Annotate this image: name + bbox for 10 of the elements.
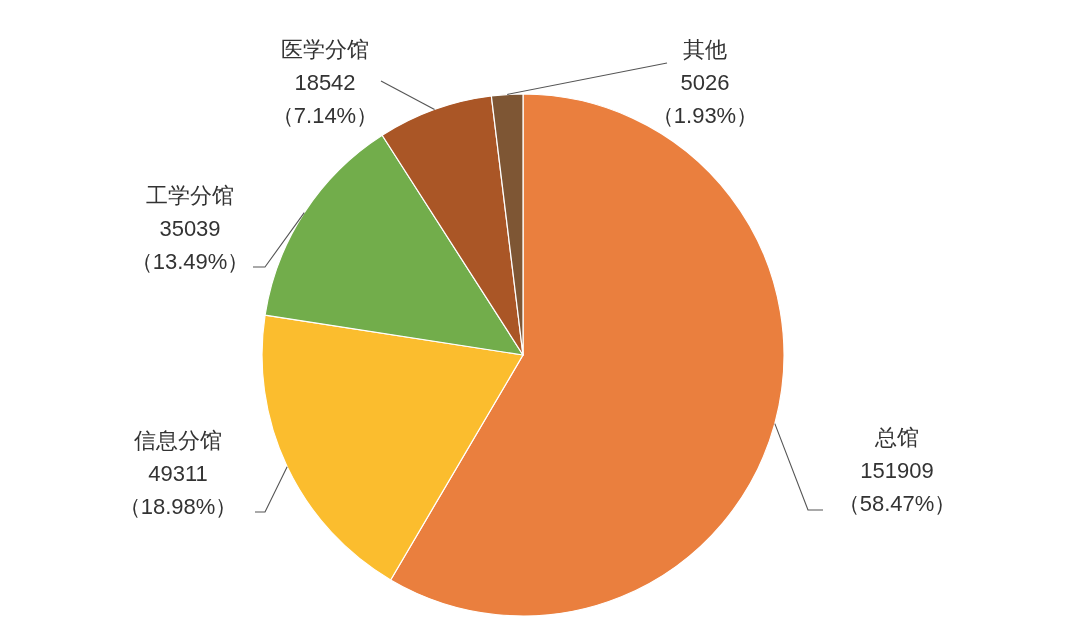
data-label: 35039 （13.49%）: [130, 216, 250, 274]
slice-label: 工学分馆: [146, 183, 234, 208]
data-label: 5026 （1.93%）: [651, 70, 759, 128]
slice-label: 医学分馆: [281, 37, 369, 62]
slice-label: 总馆: [874, 425, 919, 450]
data-label: 151909 （58.47%）: [837, 458, 957, 516]
data-label: 49311 （18.98%）: [118, 461, 238, 519]
slice-label: 信息分馆: [134, 428, 222, 453]
data-label: 18542 （7.14%）: [271, 70, 379, 128]
slice-label: 其他: [683, 37, 727, 62]
